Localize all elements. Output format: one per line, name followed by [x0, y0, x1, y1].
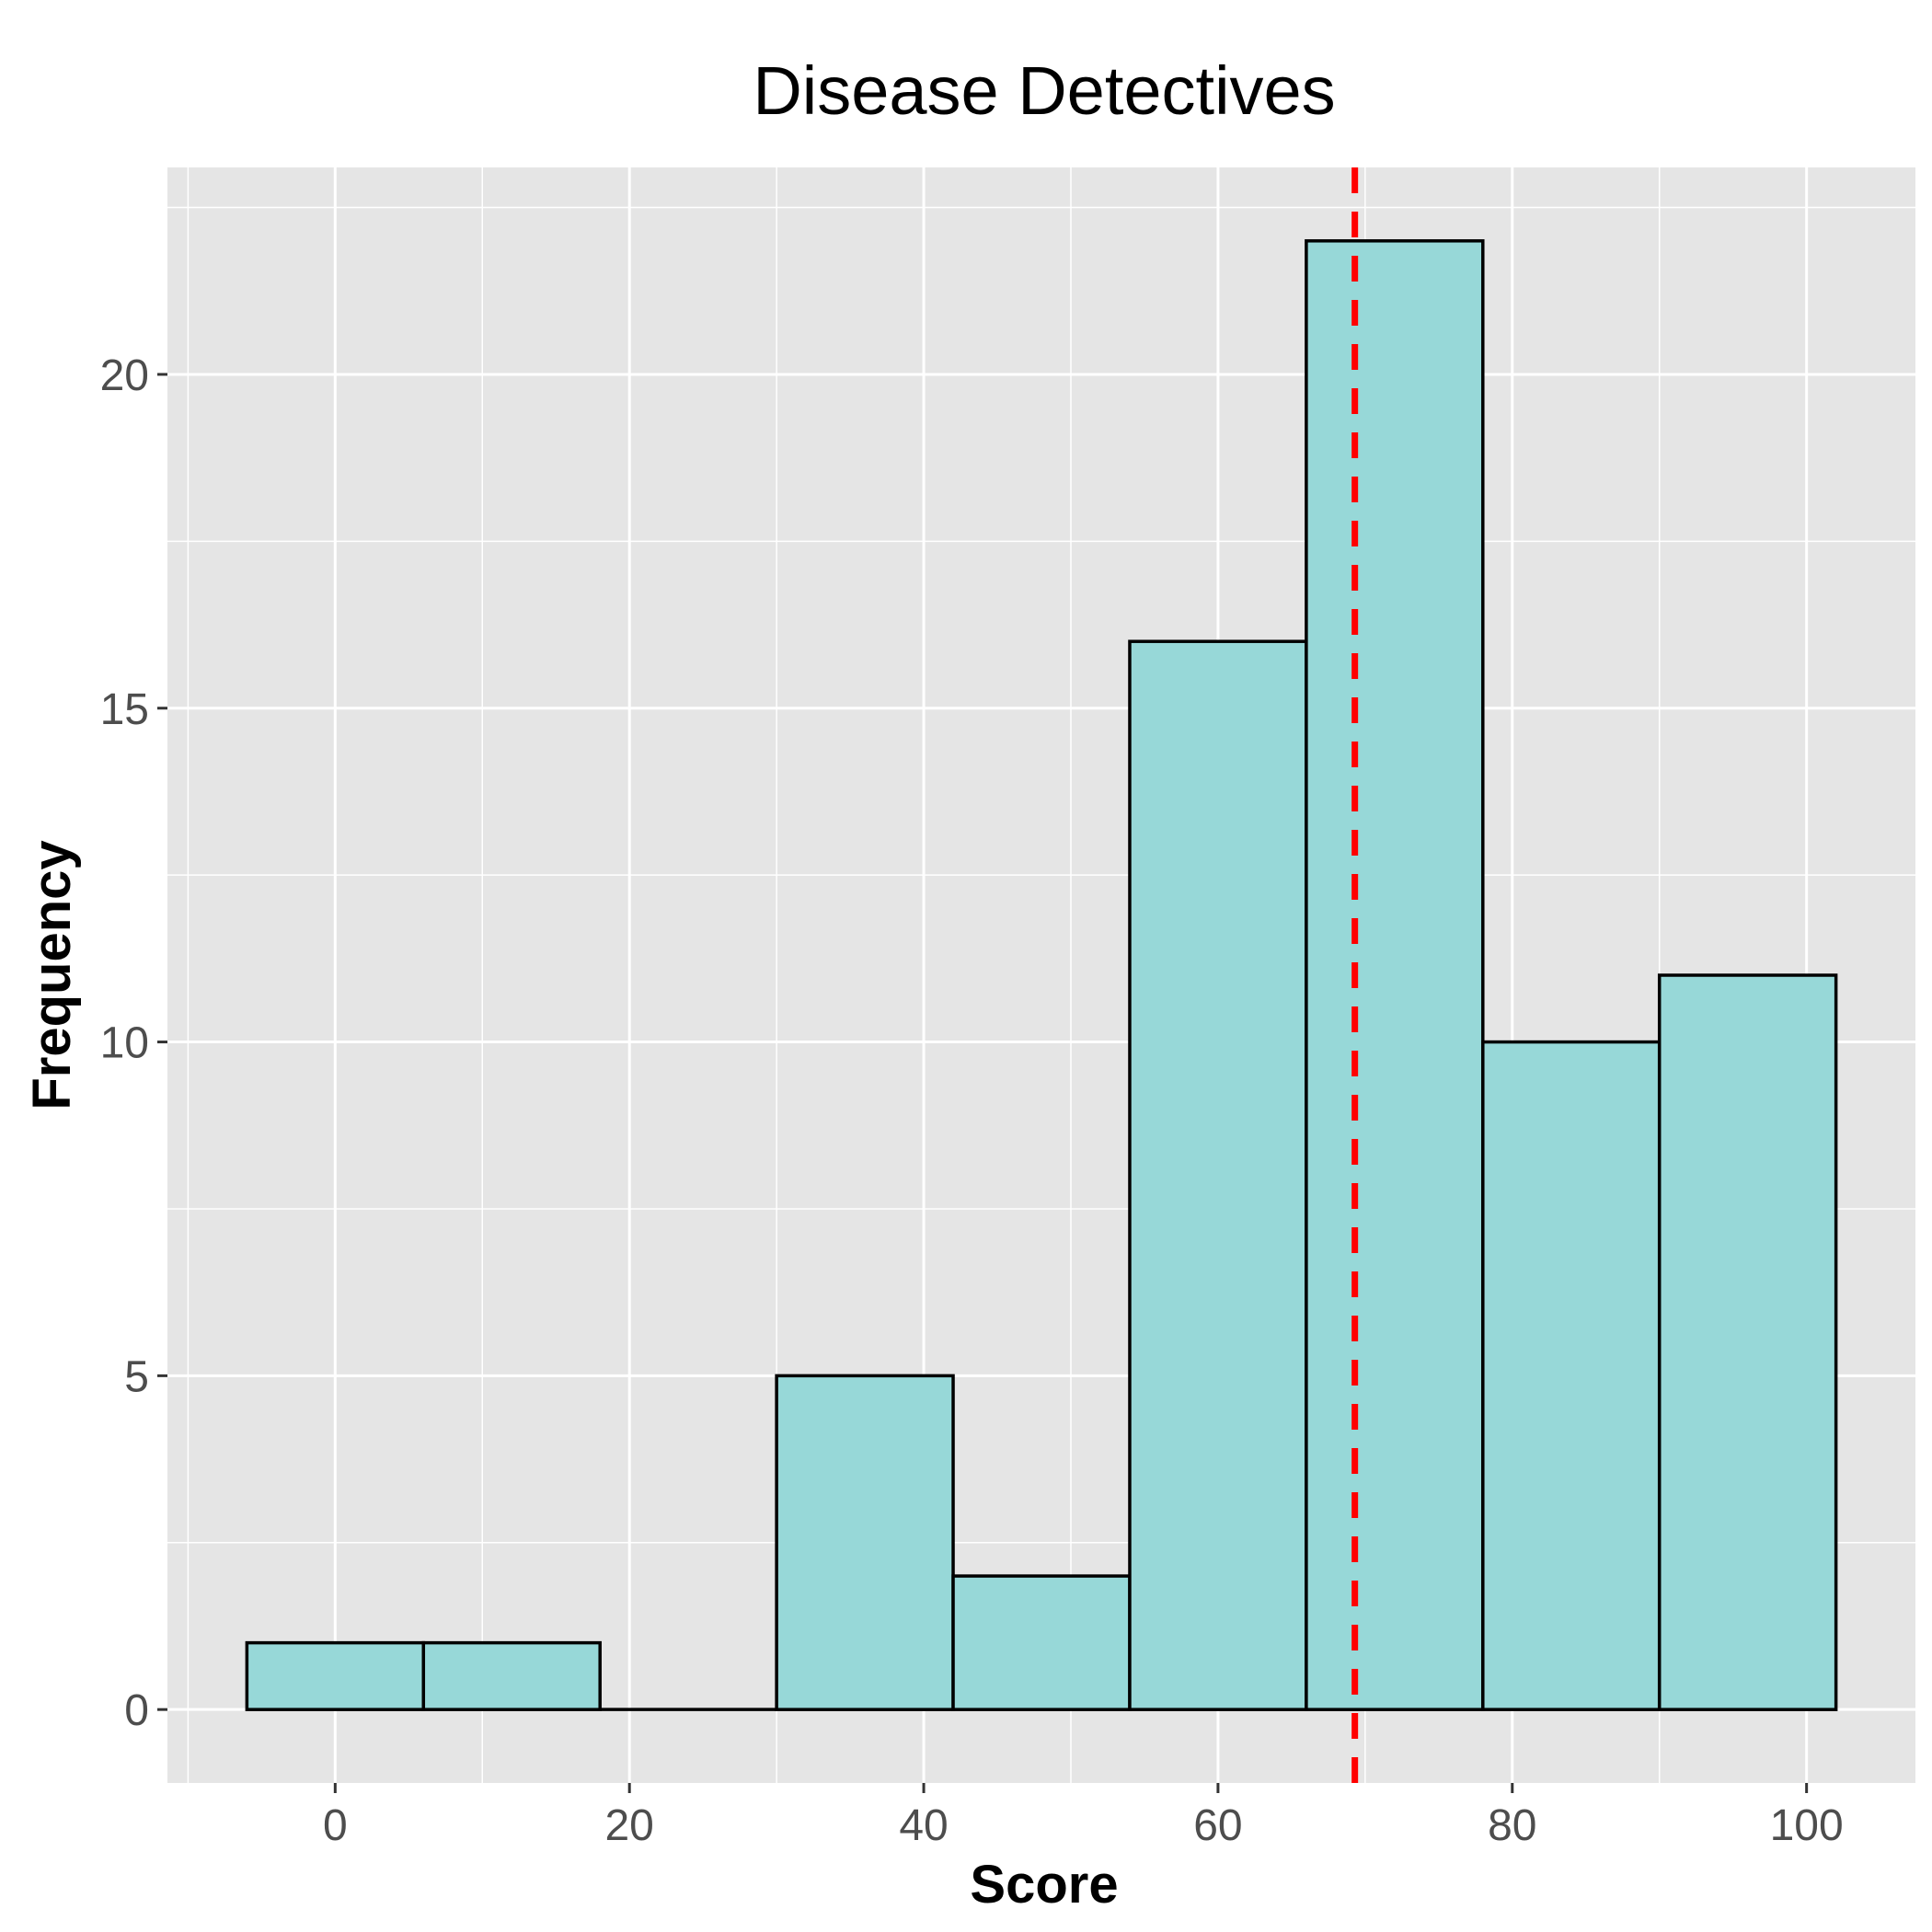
- histogram-bar: [1481, 1040, 1662, 1711]
- y-tick-label: 15: [100, 685, 149, 734]
- histogram-bar: [1657, 973, 1838, 1711]
- histogram-bar: [421, 1640, 602, 1711]
- y-tick-label: 0: [124, 1686, 149, 1735]
- y-axis: 0 5 10 15 20: [100, 351, 167, 1735]
- x-axis: 0 20 40 60 80 100: [323, 1783, 1844, 1850]
- x-tick-label: 60: [1193, 1801, 1242, 1850]
- x-tick-label: 20: [604, 1801, 653, 1850]
- histogram-bar: [1128, 639, 1308, 1711]
- x-tick-label: 0: [323, 1801, 348, 1850]
- histogram-bar: [245, 1640, 426, 1711]
- x-axis-title: Score: [970, 1855, 1118, 1915]
- y-axis-title: Frequency: [22, 840, 82, 1110]
- histogram-bars: [245, 239, 1838, 1711]
- histogram-bar: [951, 1574, 1132, 1711]
- y-tick-label: 20: [100, 351, 149, 400]
- histogram-bar: [775, 1374, 955, 1711]
- y-tick-label: 10: [100, 1019, 149, 1068]
- histogram-bar: [1305, 239, 1485, 1711]
- x-tick-label: 100: [1770, 1801, 1844, 1850]
- x-tick-label: 80: [1488, 1801, 1536, 1850]
- chart-title: Disease Detectives: [753, 52, 1335, 129]
- y-tick-label: 5: [124, 1352, 149, 1401]
- x-tick-label: 40: [899, 1801, 948, 1850]
